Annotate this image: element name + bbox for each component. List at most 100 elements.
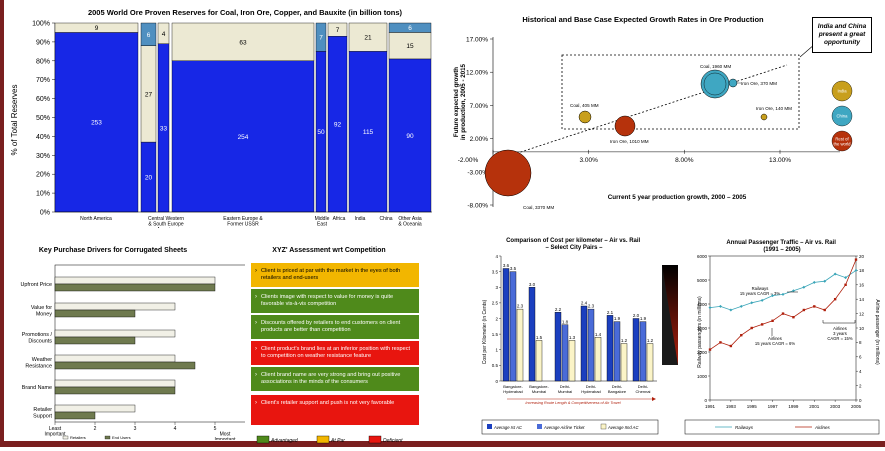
growth-bubble-inner-ring xyxy=(703,72,727,96)
traffic-railways-point xyxy=(791,289,795,293)
reserves-segment xyxy=(54,22,139,33)
traffic-xtick-label: 2003 xyxy=(830,404,841,409)
cost-title: Comparison of Cost per kilometer – Air v… xyxy=(506,238,642,251)
reserves-chart: 2005 World Ore Proven Reserves for Coal,… xyxy=(10,8,432,228)
traffic-airlines-point xyxy=(833,298,837,301)
chevron-right-icon: › xyxy=(255,268,257,274)
traffic-ytick-right-label: 6 xyxy=(859,355,862,360)
reserves-segment-value: 253 xyxy=(91,120,102,127)
assessment-row-text: Discounts offered by retailers to end cu… xyxy=(261,320,401,333)
cost-bar xyxy=(568,340,576,382)
reserves-ytick-label: 40% xyxy=(36,134,50,141)
assessment-row-text: Clients image with respect to value for … xyxy=(261,294,394,307)
traffic-xtick-label: 2001 xyxy=(809,404,820,409)
cost-ytick-label: 2.5 xyxy=(492,301,499,306)
reserves-xtick-label: Eastern Europe & Former USSR xyxy=(223,216,263,228)
assessment-row-text: Client brand name are very strong and br… xyxy=(261,372,401,385)
cost-bar xyxy=(561,324,569,382)
growth-bubble-label: Iron Ore, 370 MM xyxy=(741,81,777,86)
cost-ytick-label: 0.5 xyxy=(492,363,499,368)
reserves-ylabel: % of Total Reserves xyxy=(10,85,19,156)
cost-legend-ist: Average Ist AC xyxy=(493,425,523,430)
assessment-row: › Clients image with respect to value for… xyxy=(251,289,419,313)
traffic-railways-point xyxy=(771,294,775,298)
growth-bubble xyxy=(614,115,636,137)
legend-advantaged: Advantaged xyxy=(270,438,298,444)
cost-legend-iind-swatch xyxy=(600,423,607,430)
assessment-row: › Client product's brand lies at an infer… xyxy=(251,341,419,365)
drivers-category-label: Weather Resistance xyxy=(25,357,52,370)
cost-bar-label: 3.5 xyxy=(510,266,517,271)
assessment-legend: Advantaged At Par Deficient xyxy=(256,435,403,444)
reserves-xtick-label: India xyxy=(355,216,366,222)
cost-ytick-label: 3 xyxy=(495,285,498,290)
cost-bar-label: 2.3 xyxy=(517,304,524,309)
cost-bar xyxy=(516,308,524,382)
reserves-segment-value: 7 xyxy=(336,27,340,34)
traffic-railways-point xyxy=(802,285,806,289)
reserves-ytick-label: 100% xyxy=(32,21,50,28)
cost-bar-label: 1.8 xyxy=(562,319,569,324)
decor-wedge xyxy=(662,265,678,365)
growth-xtick-label: 3.00% xyxy=(579,157,598,164)
drivers-legend-retailers: Retailers xyxy=(70,435,86,440)
traffic-airlines-point xyxy=(854,258,858,261)
drivers-xtick-label: 5Most Important xyxy=(214,426,237,440)
cost-bar-label: 1.4 xyxy=(595,332,602,337)
cost-xtick-label: Delhi-Hyderabad xyxy=(581,384,601,394)
growth-bubble xyxy=(760,113,768,121)
drivers-endusers-bar xyxy=(54,309,136,318)
reserves-segment-value: 7 xyxy=(319,35,323,42)
reserves-segment xyxy=(315,22,327,52)
reserves-segment-value: 90 xyxy=(406,133,414,140)
cost-ytick-label: 3.5 xyxy=(492,269,499,274)
cost-ytick-label: 0 xyxy=(495,379,498,384)
traffic-xtick-label: 1995 xyxy=(747,404,758,409)
traffic-railways-point xyxy=(739,304,743,308)
traffic-railways-point xyxy=(729,308,733,312)
airlines-cagr: Airlines 15 years CAGR = 6% xyxy=(755,336,795,346)
reserves-segment-value: 33 xyxy=(160,125,168,132)
cost-bar-label: 2.2 xyxy=(555,307,562,312)
cost-bar xyxy=(613,321,621,382)
drivers-chart: Key Purchase Drivers for Corrugated Shee… xyxy=(21,247,250,440)
cost-bar-label: 1.3 xyxy=(569,335,576,340)
cost-legend-ist-swatch xyxy=(487,424,492,429)
legend-atpar-swatch xyxy=(316,435,330,444)
cost-bar xyxy=(509,271,517,382)
traffic-ytick-right-label: 16 xyxy=(859,283,865,288)
growth-bubble xyxy=(700,69,730,99)
cost-ytick-label: 1 xyxy=(495,348,498,353)
cost-ytick-label: 2 xyxy=(495,316,498,321)
traffic-xtick-label: 1997 xyxy=(768,404,779,409)
traffic-xtick-label: 1993 xyxy=(726,404,737,409)
traffic-ytick-right-label: 18 xyxy=(859,268,865,273)
assessment-row-text: Client is priced at par with the market … xyxy=(261,268,401,281)
cost-xtick-label: Delhi-Mumbai xyxy=(558,384,572,394)
cost-ylabel: Cost per Kilometer (in Cents) xyxy=(482,299,488,364)
reserves-ytick-label: 10% xyxy=(36,191,50,198)
reserves-segment-value: 92 xyxy=(334,122,342,129)
drivers-bars: Upfront Price Value for Money Promotions / D… xyxy=(21,264,250,440)
growth-xtick-label: 8.00% xyxy=(675,157,694,164)
growth-legend-label: China xyxy=(837,114,849,119)
traffic-ytick-right-label: 0 xyxy=(859,398,862,403)
growth-bubble xyxy=(728,78,738,88)
growth-highlight-box xyxy=(561,54,800,130)
drivers-category-label: Upfront Price xyxy=(21,282,52,288)
assessment-row-text: Client's retailer support and push is no… xyxy=(261,400,395,406)
traffic-legend-air: Airlines xyxy=(814,425,831,430)
reserves-segment-value: 9 xyxy=(95,25,99,32)
growth-chart-panel: Historical and Base Case Expected Growth… xyxy=(445,2,885,220)
reserves-xtick-label: North America xyxy=(80,216,112,222)
traffic-ytick-right-label: 20 xyxy=(859,254,865,259)
legend-deficient-swatch xyxy=(368,435,382,444)
drivers-category-label: Brand Name xyxy=(22,385,52,391)
reserves-segment xyxy=(171,60,315,213)
growth-ytick-label: 12.00% xyxy=(466,70,488,77)
traffic-airlines-point xyxy=(771,319,774,322)
growth-xlabel: Current 5 year production growth, 2000 –… xyxy=(608,194,747,201)
assessment-row-text: Client product's brand lies at an inferi… xyxy=(261,346,411,359)
reserves-segment-value: 6 xyxy=(147,32,151,39)
growth-bubble xyxy=(484,149,532,197)
